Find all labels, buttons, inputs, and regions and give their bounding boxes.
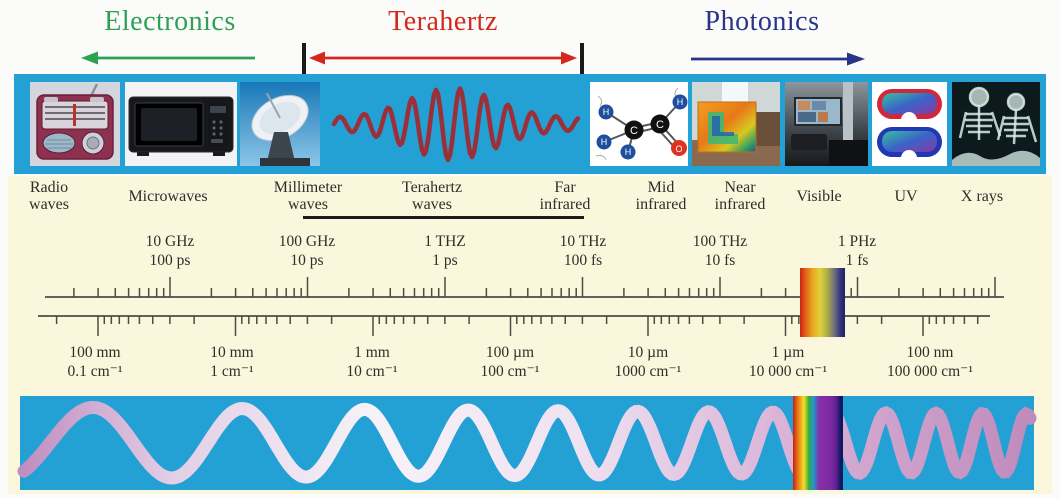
svg-text:H: H	[625, 147, 632, 157]
frequency-value: 10 THz	[559, 233, 607, 250]
wavelength-label: 1 µm 10 000 cm⁻¹	[749, 343, 827, 381]
electronics-title: Electronics	[104, 6, 236, 37]
frequency-label: 10 THz 100 fs	[560, 232, 607, 270]
band-label-mid-infrared: Mid infrared	[635, 179, 687, 213]
svg-text:H: H	[677, 97, 684, 107]
wavelength-label: 100 mm 0.1 cm⁻¹	[67, 343, 122, 381]
photonics-title: Photonics	[704, 6, 820, 37]
electronics-left-arrow	[81, 51, 255, 65]
microwave-oven-photo	[125, 82, 237, 166]
band-label-microwaves: Microwaves	[128, 187, 208, 205]
wavelength-label: 100 µm 100 cm⁻¹	[481, 343, 540, 381]
tv-room-photo	[785, 82, 868, 166]
band-label-near-infrared: Near infrared	[714, 179, 766, 213]
wavelength-value: 1 µm	[771, 344, 805, 361]
band-label-radio-waves: Radio waves	[29, 179, 69, 213]
molecule-diagram-photo: H H H H C C O	[590, 82, 688, 166]
period-value: 1 fs	[845, 252, 869, 269]
band-label-far-infrared: Far infrared	[539, 179, 591, 213]
period-value: 10 fs	[704, 252, 736, 269]
goggles-photo	[872, 82, 947, 166]
band-label-millimeter-waves: Millimeter waves	[273, 179, 343, 213]
xray-photo	[952, 82, 1040, 166]
satellite-dish-photo	[240, 82, 320, 166]
wavelength-value: 1 mm	[354, 344, 390, 361]
wavelength-value: 100 mm	[69, 344, 121, 361]
terahertz-title: Terahertz	[388, 6, 498, 37]
application-photo-strip: H H H H C C O	[14, 74, 1046, 174]
terahertz-band-underline	[303, 216, 584, 219]
svg-text:O: O	[675, 144, 682, 154]
wavenumber-value: 0.1 cm⁻¹	[67, 363, 123, 380]
thermal-image-photo	[692, 82, 780, 166]
frequency-label: 10 GHz 100 ps	[146, 232, 195, 270]
wavelength-label: 10 mm 1 cm⁻¹	[210, 343, 254, 381]
wavelength-label: 10 µm 1000 cm⁻¹	[615, 343, 682, 381]
wavenumber-value: 1000 cm⁻¹	[614, 363, 682, 380]
frequency-value: 100 GHz	[278, 233, 336, 250]
band-label-visible: Visible	[796, 187, 842, 205]
frequency-label: 100 GHz 10 ps	[279, 232, 335, 270]
period-value: 1 ps	[432, 252, 458, 269]
wavenumber-value: 10 000 cm⁻¹	[748, 363, 828, 380]
wavelength-value: 10 µm	[627, 344, 669, 361]
frequency-value: 1 PHz	[837, 233, 877, 250]
wavenumber-value: 100 000 cm⁻¹	[886, 363, 974, 380]
period-value: 100 ps	[149, 252, 191, 269]
band-label-x-rays: X rays	[960, 187, 1004, 205]
visible-spectrum-band-ruler	[800, 268, 845, 337]
wavenumber-value: 100 cm⁻¹	[480, 363, 540, 380]
wavelength-value: 10 mm	[210, 344, 254, 361]
frequency-label: 100 THz 10 fs	[693, 232, 747, 270]
wavelength-value: 100 nm	[906, 344, 954, 361]
band-label-terahertz-waves: Terahertz waves	[401, 179, 463, 213]
frequency-value: 1 THZ	[424, 233, 466, 250]
svg-text:C: C	[656, 119, 664, 131]
wavelength-label: 1 mm 10 cm⁻¹	[346, 343, 397, 381]
frequency-value: 100 THz	[692, 233, 748, 250]
radio-photo	[30, 82, 120, 166]
period-value: 10 ps	[290, 252, 324, 269]
svg-text:H: H	[603, 107, 610, 117]
wavenumber-value: 1 cm⁻¹	[210, 363, 254, 380]
wavelength-wave-ribbon	[17, 401, 1037, 485]
frequency-label: 1 PHz 1 fs	[838, 232, 876, 270]
terahertz-range-arrow	[309, 51, 577, 65]
terahertz-end-bar	[580, 43, 584, 74]
frequency-label: 1 THZ 1 ps	[424, 232, 465, 270]
period-value: 100 fs	[563, 252, 603, 269]
svg-text:H: H	[601, 137, 608, 147]
band-label-uv: UV	[894, 187, 918, 205]
photonics-right-arrow	[691, 52, 865, 66]
terahertz-start-bar	[302, 43, 306, 74]
terahertz-pulse-wave	[331, 86, 581, 163]
svg-text:C: C	[630, 125, 638, 137]
wavelength-value: 100 µm	[485, 344, 535, 361]
visible-spectrum-band-wave	[793, 396, 843, 490]
wavelength-wave-strip	[17, 396, 1037, 490]
frequency-value: 10 GHz	[145, 233, 195, 250]
wavelength-label: 100 nm 100 000 cm⁻¹	[887, 343, 973, 381]
wavenumber-value: 10 cm⁻¹	[346, 363, 398, 380]
